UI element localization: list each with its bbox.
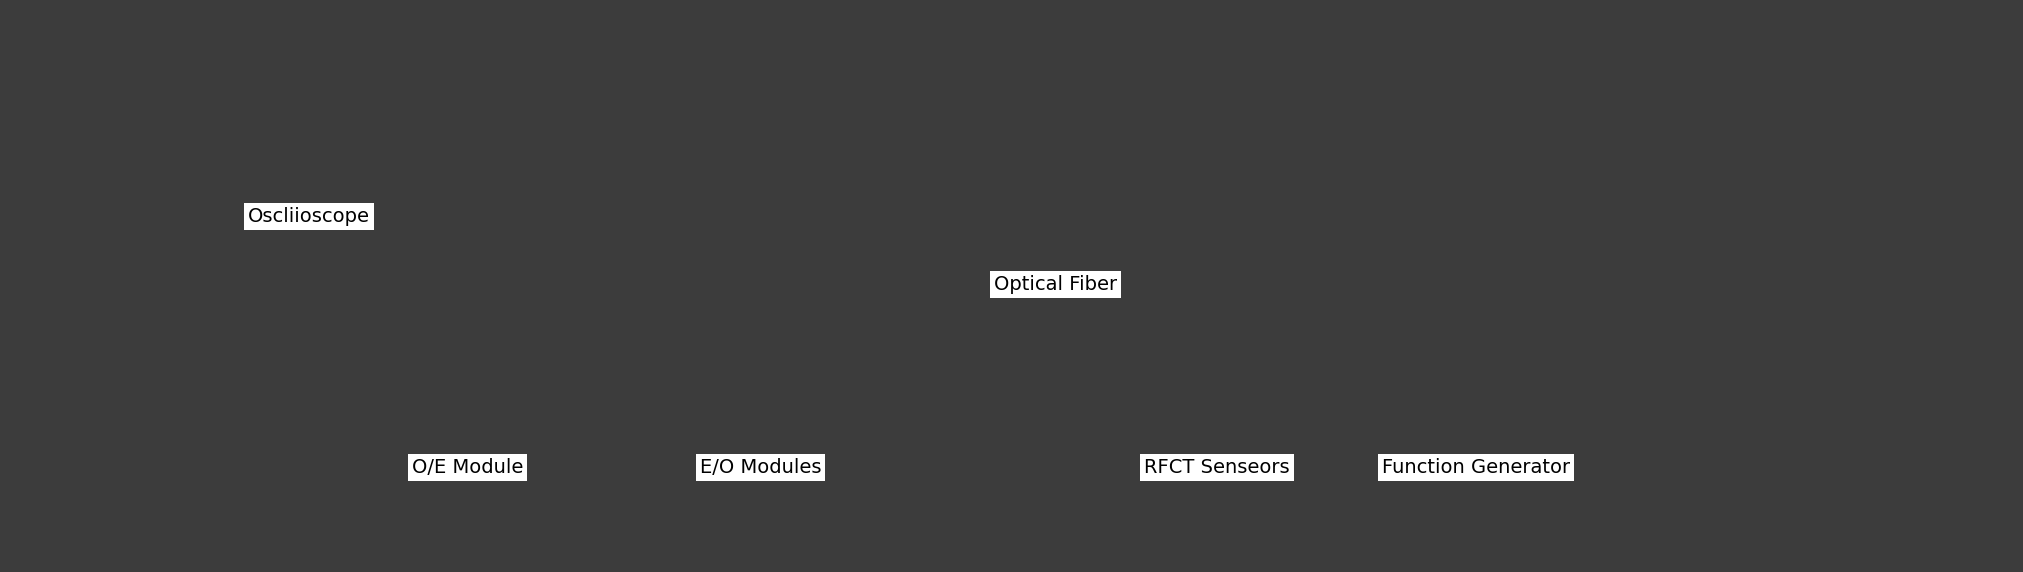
Text: Oscliioscope: Oscliioscope — [249, 207, 370, 226]
Text: Optical Fiber: Optical Fiber — [993, 275, 1117, 294]
Text: RFCT Senseors: RFCT Senseors — [1143, 458, 1289, 477]
Text: Function Generator: Function Generator — [1382, 458, 1570, 477]
Text: O/E Module: O/E Module — [413, 458, 524, 477]
Text: E/O Modules: E/O Modules — [700, 458, 821, 477]
